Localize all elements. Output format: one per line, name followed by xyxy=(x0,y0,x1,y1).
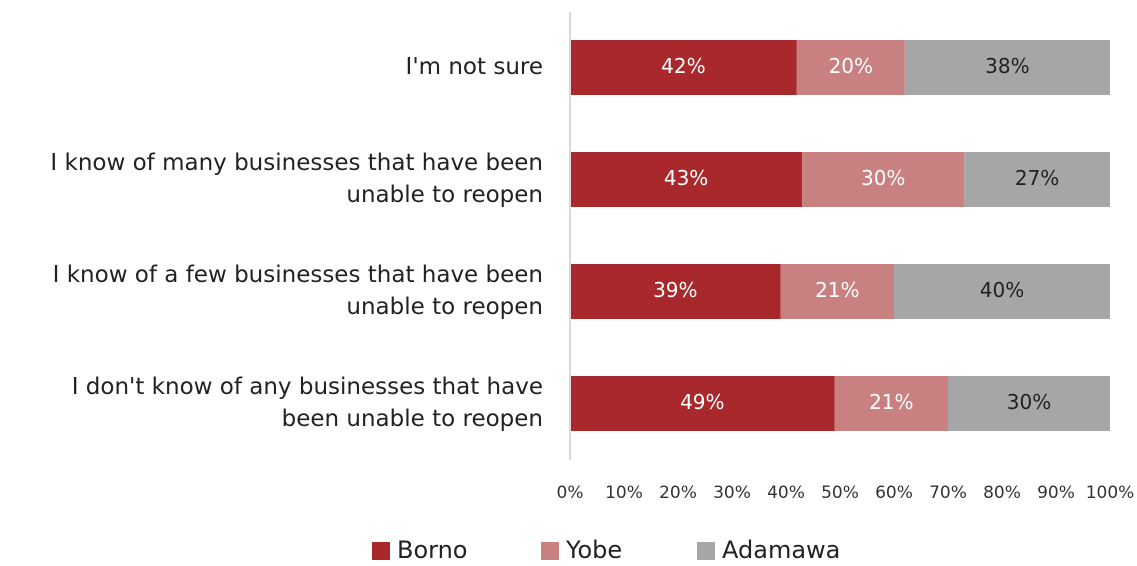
category-label: I know of many businesses that have been… xyxy=(50,150,543,208)
category-label-line: I know of a few businesses that have bee… xyxy=(53,262,543,288)
category-label-line: unable to reopen xyxy=(346,294,543,320)
category-label-line: been unable to reopen xyxy=(282,406,543,432)
x-tick-label: 100% xyxy=(1086,483,1135,503)
legend-label-yobe: Yobe xyxy=(565,536,622,564)
legend-swatch-adamawa xyxy=(697,542,715,560)
bar-segment-borno xyxy=(570,40,797,95)
category-label: I don't know of any businesses that have… xyxy=(72,374,543,432)
x-tick-label: 50% xyxy=(821,483,859,503)
x-tick-label: 40% xyxy=(767,483,805,503)
category-label-line: unable to reopen xyxy=(346,182,543,208)
bar-segment-yobe xyxy=(796,40,905,95)
data-label: 30% xyxy=(1007,390,1051,414)
category-label-line: I know of many businesses that have been xyxy=(50,150,543,176)
category-label: I'm not sure xyxy=(406,54,543,80)
data-label: 43% xyxy=(664,166,708,190)
category-labels: I'm not sure I know of many businesses th… xyxy=(50,54,543,432)
x-tick-label: 30% xyxy=(713,483,751,503)
x-tick-label: 10% xyxy=(605,483,643,503)
data-label: 42% xyxy=(661,54,705,78)
x-tick-label: 90% xyxy=(1037,483,1075,503)
bar-segment-adamawa xyxy=(964,152,1110,207)
bar-segment-borno xyxy=(570,152,803,207)
legend: Borno Yobe Adamawa xyxy=(372,536,840,564)
x-tick-label: 70% xyxy=(929,483,967,503)
legend-swatch-borno xyxy=(372,542,390,560)
bar-segment-borno xyxy=(570,264,781,319)
data-label: 20% xyxy=(829,54,873,78)
x-tick-label: 20% xyxy=(659,483,697,503)
data-label: 40% xyxy=(980,278,1024,302)
data-label: 38% xyxy=(985,54,1029,78)
category-label: I know of a few businesses that have bee… xyxy=(53,262,543,320)
data-label: 21% xyxy=(815,278,859,302)
bar-segment-adamawa xyxy=(904,40,1110,95)
x-tick-label: 60% xyxy=(875,483,913,503)
data-label: 21% xyxy=(869,390,913,414)
data-label: 39% xyxy=(653,278,697,302)
bar-segment-yobe xyxy=(780,264,894,319)
x-tick-label: 80% xyxy=(983,483,1021,503)
category-label-line: I'm not sure xyxy=(406,54,543,80)
x-axis-ticks: 0% 10% 20% 30% 40% 50% 60% 70% 80% 90% 100% xyxy=(557,483,1135,503)
bar-segment-adamawa xyxy=(948,376,1110,431)
data-label: 30% xyxy=(861,166,905,190)
x-tick-label: 0% xyxy=(557,483,584,503)
bar-segment-yobe xyxy=(834,376,948,431)
bar-segment-borno xyxy=(570,376,835,431)
legend-label-borno: Borno xyxy=(397,536,468,564)
data-label: 49% xyxy=(680,390,724,414)
bars: 42% 20% 38% 43% 30% 27% 39% 21% 40% 49% 21% 30% xyxy=(570,40,1110,431)
bar-segment-adamawa xyxy=(894,264,1110,319)
legend-label-adamawa: Adamawa xyxy=(722,536,840,564)
category-label-line: I don't know of any businesses that have xyxy=(72,374,543,400)
bar-segment-yobe xyxy=(802,152,965,207)
legend-swatch-yobe xyxy=(541,542,559,560)
data-label: 27% xyxy=(1015,166,1059,190)
